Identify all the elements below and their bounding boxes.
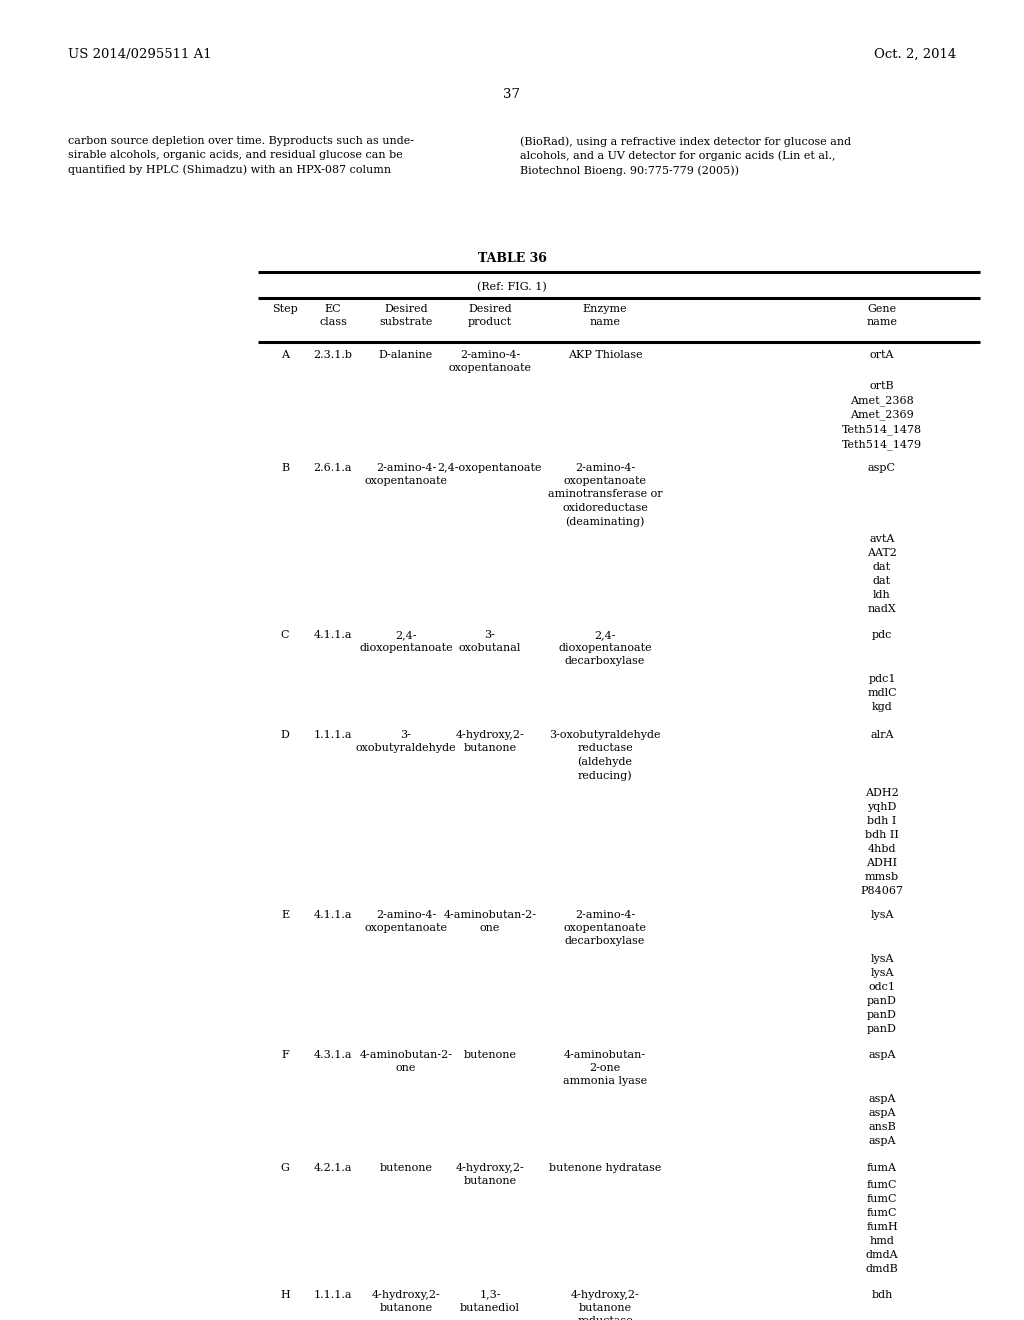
Text: 3-
oxobutyraldehyde: 3- oxobutyraldehyde	[355, 730, 457, 752]
Text: 1.1.1.a: 1.1.1.a	[313, 730, 352, 739]
Text: D: D	[281, 730, 290, 739]
Text: US 2014/0295511 A1: US 2014/0295511 A1	[68, 48, 212, 61]
Text: H: H	[281, 1290, 290, 1299]
Text: ortB
Amet_2368
Amet_2369
Teth514_1478
Teth514_1479: ortB Amet_2368 Amet_2369 Teth514_1478 Te…	[842, 381, 922, 450]
Text: TABLE 36: TABLE 36	[477, 252, 547, 265]
Text: 4-aminobutan-
2-one
ammonia lyase: 4-aminobutan- 2-one ammonia lyase	[563, 1049, 647, 1086]
Text: butenone hydratase: butenone hydratase	[549, 1163, 662, 1173]
Text: 2.6.1.a: 2.6.1.a	[313, 463, 352, 473]
Text: 2-amino-4-
oxopentanoate: 2-amino-4- oxopentanoate	[365, 909, 447, 933]
Text: D-alanine: D-alanine	[379, 350, 433, 360]
Text: AKP Thiolase: AKP Thiolase	[567, 350, 642, 360]
Text: 3-
oxobutanal: 3- oxobutanal	[459, 630, 521, 653]
Text: 1.1.1.a: 1.1.1.a	[313, 1290, 352, 1299]
Text: (BioRad), using a refractive index detector for glucose and
alcohols, and a UV d: (BioRad), using a refractive index detec…	[520, 136, 851, 177]
Text: 4-hydroxy,2-
butanone: 4-hydroxy,2- butanone	[456, 1163, 524, 1187]
Text: Oct. 2, 2014: Oct. 2, 2014	[873, 48, 956, 61]
Text: butenone: butenone	[380, 1163, 432, 1173]
Text: avtA
AAT2
dat
dat
ldh
nadX: avtA AAT2 dat dat ldh nadX	[867, 535, 897, 615]
Text: E: E	[281, 909, 289, 920]
Text: 37: 37	[504, 88, 520, 102]
Text: ortA: ortA	[869, 350, 894, 360]
Text: 2-amino-4-
oxopentanoate: 2-amino-4- oxopentanoate	[365, 463, 447, 486]
Text: 2.3.1.b: 2.3.1.b	[313, 350, 352, 360]
Text: 2-amino-4-
oxopentanoate
aminotransferase or
oxidoreductase
(deaminating): 2-amino-4- oxopentanoate aminotransferas…	[548, 463, 663, 527]
Text: aspA: aspA	[868, 1049, 896, 1060]
Text: 3-oxobutyraldehyde
reductase
(aldehyde
reducing): 3-oxobutyraldehyde reductase (aldehyde r…	[549, 730, 660, 780]
Text: 1,3-
butanediol: 1,3- butanediol	[460, 1290, 520, 1312]
Text: aspC: aspC	[868, 463, 896, 473]
Text: pdc1
mdlC
kgd: pdc1 mdlC kgd	[867, 675, 897, 713]
Text: alrA: alrA	[870, 730, 894, 739]
Text: 4-hydroxy,2-
butanone: 4-hydroxy,2- butanone	[456, 730, 524, 752]
Text: carbon source depletion over time. Byproducts such as unde-
sirable alcohols, or: carbon source depletion over time. Bypro…	[68, 136, 414, 174]
Text: Enzyme
name: Enzyme name	[583, 304, 628, 327]
Text: 2-amino-4-
oxopentanoate: 2-amino-4- oxopentanoate	[449, 350, 531, 374]
Text: G: G	[281, 1163, 290, 1173]
Text: 2,4-oxopentanoate: 2,4-oxopentanoate	[437, 463, 543, 473]
Text: bdh: bdh	[871, 1290, 893, 1299]
Text: Desired
substrate: Desired substrate	[379, 304, 433, 327]
Text: fumA: fumA	[867, 1163, 897, 1173]
Text: 4-hydroxy,2-
butanone: 4-hydroxy,2- butanone	[372, 1290, 440, 1312]
Text: aspA
aspA
ansB
aspA: aspA aspA ansB aspA	[868, 1094, 896, 1147]
Text: 4-hydroxy,2-
butanone
reductase: 4-hydroxy,2- butanone reductase	[570, 1290, 639, 1320]
Text: (Ref: FIG. 1): (Ref: FIG. 1)	[477, 282, 547, 292]
Text: butenone: butenone	[464, 1049, 516, 1060]
Text: EC
class: EC class	[319, 304, 347, 327]
Text: 2,4-
dioxopentanoate
decarboxylase: 2,4- dioxopentanoate decarboxylase	[558, 630, 652, 667]
Text: 4-aminobutan-2-
one: 4-aminobutan-2- one	[359, 1049, 453, 1073]
Text: lysA
lysA
odc1
panD
panD
panD: lysA lysA odc1 panD panD panD	[867, 954, 897, 1035]
Text: Desired
product: Desired product	[468, 304, 512, 327]
Text: 4.1.1.a: 4.1.1.a	[313, 909, 352, 920]
Text: fumC
fumC
fumC
fumH
hmd
dmdA
dmdB: fumC fumC fumC fumH hmd dmdA dmdB	[865, 1180, 898, 1275]
Text: 4-aminobutan-2-
one: 4-aminobutan-2- one	[443, 909, 537, 933]
Text: 2-amino-4-
oxopentanoate
decarboxylase: 2-amino-4- oxopentanoate decarboxylase	[563, 909, 646, 946]
Text: C: C	[281, 630, 289, 640]
Text: ADH2
yqhD
bdh I
bdh II
4hbd
ADHI
mmsb
P84067: ADH2 yqhD bdh I bdh II 4hbd ADHI mmsb P8…	[860, 788, 903, 895]
Text: 4.3.1.a: 4.3.1.a	[313, 1049, 352, 1060]
Text: 4.2.1.a: 4.2.1.a	[313, 1163, 352, 1173]
Text: Step: Step	[272, 304, 298, 314]
Text: F: F	[282, 1049, 289, 1060]
Text: B: B	[281, 463, 289, 473]
Text: lysA: lysA	[870, 909, 894, 920]
Text: A: A	[281, 350, 289, 360]
Text: 4.1.1.a: 4.1.1.a	[313, 630, 352, 640]
Text: pdc: pdc	[871, 630, 892, 640]
Text: 2,4-
dioxopentanoate: 2,4- dioxopentanoate	[359, 630, 453, 653]
Text: Gene
name: Gene name	[866, 304, 897, 327]
